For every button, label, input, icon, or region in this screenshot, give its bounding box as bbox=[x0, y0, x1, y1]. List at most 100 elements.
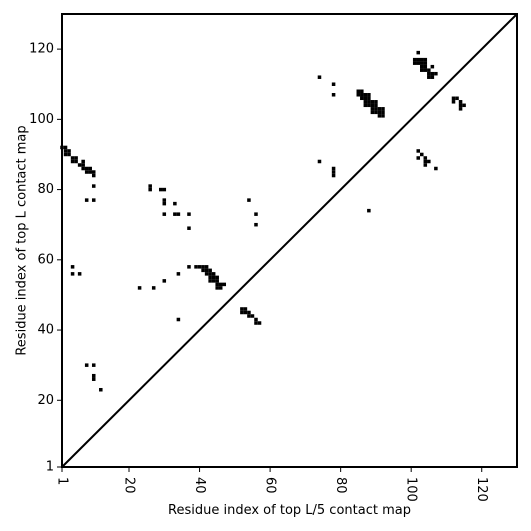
y-tick-label: 80 bbox=[37, 182, 54, 197]
x-tick-label: 1 bbox=[55, 477, 70, 485]
contact-point bbox=[173, 201, 177, 206]
y-tick-label: 120 bbox=[29, 42, 54, 57]
contact-point bbox=[187, 226, 191, 230]
contact-point bbox=[423, 57, 428, 62]
contact-point bbox=[204, 265, 209, 269]
contact-point bbox=[162, 187, 167, 192]
contact-point bbox=[412, 61, 417, 65]
contact-point bbox=[218, 282, 223, 287]
contact-point bbox=[370, 100, 375, 104]
contact-point bbox=[416, 61, 421, 65]
contact-point bbox=[317, 75, 322, 79]
contact-point bbox=[84, 170, 89, 174]
contact-point bbox=[215, 282, 219, 287]
contact-point bbox=[317, 159, 322, 164]
contact-point bbox=[427, 71, 431, 76]
contact-point bbox=[70, 272, 75, 276]
contact-point bbox=[420, 68, 424, 72]
contact-point bbox=[91, 363, 96, 367]
contact-point bbox=[91, 373, 96, 378]
contact-point bbox=[91, 173, 96, 178]
contact-point bbox=[148, 184, 152, 188]
contact-point bbox=[416, 149, 421, 153]
contact-point bbox=[158, 187, 163, 192]
contact-point bbox=[84, 363, 89, 367]
contact-point bbox=[218, 286, 223, 290]
contact-point bbox=[91, 198, 96, 202]
contact-points bbox=[60, 50, 466, 392]
contact-point bbox=[74, 156, 78, 160]
contact-point bbox=[458, 100, 463, 104]
contact-point bbox=[211, 275, 216, 280]
contact-point bbox=[374, 100, 378, 104]
contact-point bbox=[360, 93, 364, 97]
contact-point bbox=[427, 75, 431, 79]
contact-point bbox=[201, 268, 205, 273]
contact-point bbox=[243, 307, 248, 311]
contact-point bbox=[63, 145, 68, 150]
contact-point bbox=[250, 314, 255, 318]
contact-point bbox=[331, 173, 336, 178]
contact-point bbox=[430, 75, 435, 79]
contact-point bbox=[88, 166, 92, 171]
contact-point bbox=[367, 100, 371, 104]
contact-point bbox=[420, 152, 424, 157]
contact-point bbox=[370, 110, 375, 115]
contact-point bbox=[363, 103, 368, 108]
contact-point bbox=[201, 265, 205, 269]
contact-point bbox=[254, 317, 258, 322]
contact-point bbox=[254, 321, 258, 325]
contact-point bbox=[197, 265, 202, 269]
y-axis-label: Residue index of top L contact map bbox=[15, 125, 30, 355]
y-tick-label: 20 bbox=[37, 393, 54, 408]
contact-point bbox=[254, 212, 258, 216]
contact-point bbox=[211, 279, 216, 283]
contact-point bbox=[91, 377, 96, 381]
contact-point bbox=[356, 89, 361, 94]
contact-point bbox=[63, 149, 68, 153]
y-tick-label: 40 bbox=[37, 323, 54, 338]
contact-point bbox=[63, 152, 68, 157]
x-tick-label: 80 bbox=[333, 477, 348, 494]
x-tick-label: 100 bbox=[404, 477, 419, 502]
contact-point bbox=[81, 159, 85, 164]
contact-point bbox=[370, 103, 375, 108]
contact-point bbox=[458, 107, 463, 111]
contact-point bbox=[243, 310, 248, 315]
contact-point bbox=[88, 170, 92, 174]
contact-point bbox=[423, 68, 428, 72]
contact-point bbox=[162, 201, 167, 206]
contact-point bbox=[81, 163, 85, 167]
contact-point bbox=[356, 93, 361, 97]
contact-point bbox=[423, 64, 428, 69]
contact-point bbox=[257, 321, 262, 325]
contact-point bbox=[215, 286, 219, 290]
contact-point bbox=[240, 307, 244, 311]
contact-point bbox=[416, 57, 421, 62]
contact-point bbox=[423, 163, 428, 167]
y-tick-label: 100 bbox=[29, 112, 54, 127]
contact-point bbox=[176, 272, 181, 276]
contact-point bbox=[240, 310, 244, 315]
contact-point bbox=[363, 100, 368, 104]
y-tick-label: 60 bbox=[37, 252, 54, 267]
contact-point bbox=[363, 96, 368, 101]
contact-point bbox=[363, 93, 368, 97]
contact-point bbox=[187, 265, 191, 269]
contact-point bbox=[99, 387, 103, 392]
x-tick-label: 60 bbox=[263, 477, 278, 494]
plot-frame bbox=[61, 13, 518, 468]
contact-point bbox=[247, 314, 251, 318]
x-tick-label: 20 bbox=[122, 477, 137, 494]
contact-point bbox=[173, 212, 177, 216]
contact-point bbox=[331, 93, 336, 97]
contact-point bbox=[77, 272, 82, 276]
y-tick-label: 1 bbox=[46, 460, 54, 475]
contact-point bbox=[381, 114, 385, 118]
contact-point bbox=[423, 61, 428, 65]
contact-point bbox=[434, 71, 438, 76]
contact-point bbox=[377, 107, 382, 111]
contact-point bbox=[420, 57, 424, 62]
contact-point bbox=[67, 149, 71, 153]
